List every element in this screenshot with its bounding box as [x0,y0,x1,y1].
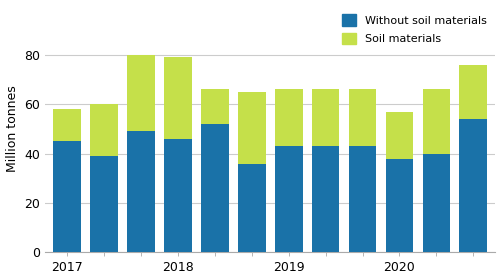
Bar [238,164,266,252]
Bar [201,90,228,124]
Bar [459,65,487,119]
Bar [238,92,266,164]
Bar [349,90,376,146]
Bar [349,146,376,252]
Bar [386,158,413,252]
Bar [312,146,340,252]
Bar [275,90,303,146]
Bar [127,55,155,131]
Bar [164,57,192,139]
Bar [90,104,118,156]
Bar [53,109,81,141]
Bar [201,124,228,252]
Bar [164,139,192,252]
Bar [422,90,450,154]
Bar [53,141,81,252]
Bar [312,90,340,146]
Bar [422,154,450,252]
Bar [90,156,118,252]
Bar [459,119,487,252]
Bar [386,112,413,158]
Y-axis label: Million tonnes: Million tonnes [6,86,19,172]
Bar [275,146,303,252]
Legend: Without soil materials, Soil materials: Without soil materials, Soil materials [339,11,490,47]
Bar [127,131,155,252]
